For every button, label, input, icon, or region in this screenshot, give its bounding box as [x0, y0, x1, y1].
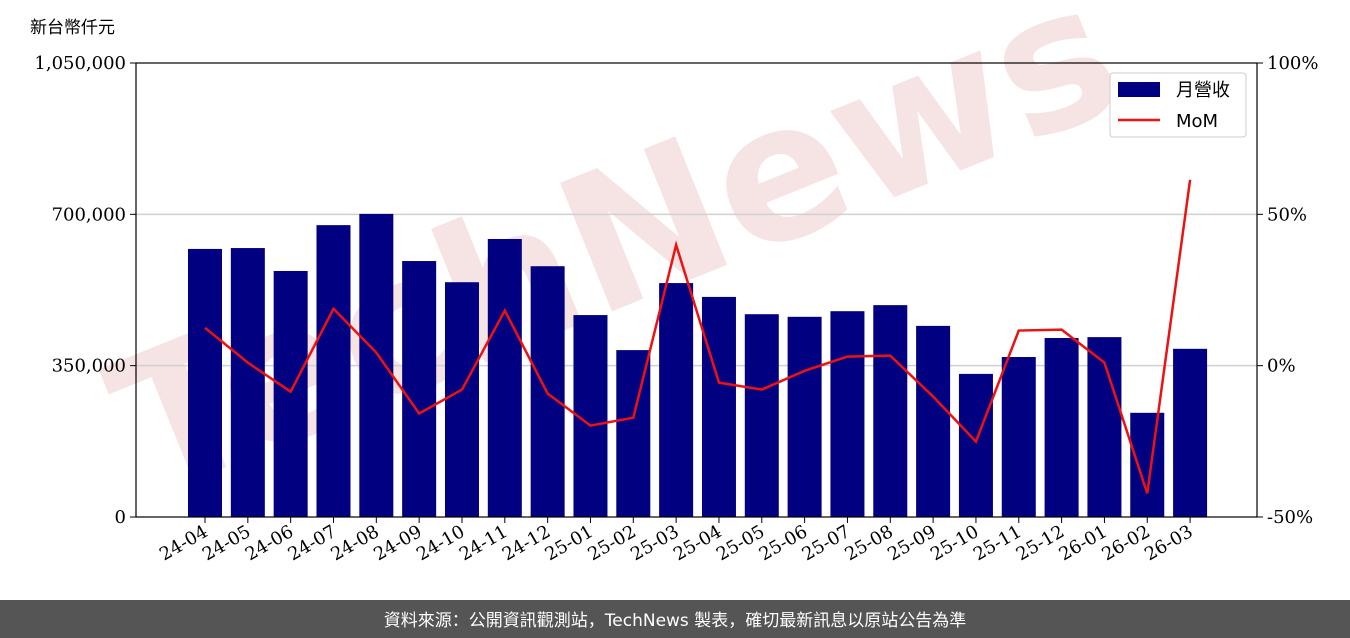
bar	[444, 282, 479, 517]
bar	[359, 213, 394, 518]
y-tick-label: 1,050,000	[34, 53, 126, 74]
x-tick-label: 25-04	[670, 521, 725, 565]
y-tick-label: 700,000	[52, 204, 126, 225]
bar	[958, 373, 993, 517]
bar	[787, 316, 822, 517]
legend-swatch	[1118, 82, 1160, 97]
x-tick-label: 24-05	[199, 521, 254, 565]
x-tick-label: 25-03	[627, 521, 682, 565]
y-tick-label: 0	[115, 507, 126, 528]
x-tick-label: 26-03	[1141, 521, 1196, 565]
x-tick-label: 26-02	[1098, 521, 1153, 565]
x-tick-label: 25-05	[713, 521, 768, 565]
mom-line	[204, 179, 1192, 494]
bar	[830, 311, 865, 517]
unit-label: 新台幣仟元	[30, 18, 115, 38]
x-tick-label: 25-02	[584, 521, 639, 565]
bar	[402, 261, 437, 517]
x-tick-label: 24-09	[370, 521, 425, 565]
bar	[1044, 337, 1079, 517]
bar	[916, 325, 951, 517]
x-tick-label: 25-01	[542, 521, 597, 565]
bar	[1173, 348, 1208, 517]
bar	[701, 296, 736, 517]
y2-tick-label: -50%	[1267, 507, 1313, 528]
y2-tick-label: 0%	[1267, 356, 1296, 377]
x-tick-label: 25-08	[841, 521, 896, 565]
x-tick-label: 25-10	[927, 521, 982, 565]
bar	[1130, 412, 1165, 517]
bar	[487, 238, 522, 517]
x-tick-label: 25-06	[756, 521, 811, 565]
x-tick-label: 26-01	[1055, 521, 1110, 565]
bar	[316, 225, 351, 517]
x-tick-label: 24-08	[327, 521, 382, 565]
bar	[1001, 357, 1036, 517]
x-tick-label: 25-12	[1013, 521, 1068, 565]
y2-tick-label: 100%	[1267, 53, 1318, 74]
x-tick-label: 24-07	[285, 521, 340, 565]
bar	[188, 248, 222, 517]
footer-bar	[0, 600, 1350, 638]
legend-label: MoM	[1176, 111, 1218, 132]
bar	[873, 305, 908, 517]
bar	[230, 248, 265, 517]
x-tick-label: 24-11	[456, 521, 511, 565]
bar	[744, 314, 779, 517]
footer-text: 資料來源：公開資訊觀測站，TechNews 製表，確切最新訊息以原站公告為準	[384, 611, 966, 631]
y-tick-label: 350,000	[52, 356, 126, 377]
x-tick-label: 25-09	[884, 521, 939, 565]
bar	[659, 283, 694, 517]
x-tick-label: 25-07	[799, 521, 854, 565]
y2-tick-label: 50%	[1267, 204, 1307, 225]
x-tick-label: 24-10	[413, 521, 468, 565]
x-tick-label: 24-12	[499, 521, 554, 565]
x-tick-label: 24-06	[242, 521, 297, 565]
legend-label: 月營收	[1176, 80, 1230, 101]
bar	[616, 350, 651, 517]
x-tick-label: 25-11	[970, 521, 1025, 565]
plot-frame	[135, 62, 1258, 518]
bar	[1087, 337, 1122, 517]
bar	[273, 270, 308, 517]
